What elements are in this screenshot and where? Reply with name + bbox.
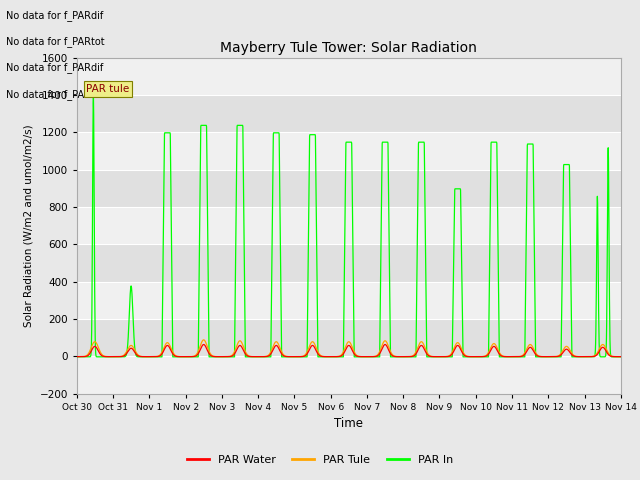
Text: No data for f_PARdif: No data for f_PARdif [6, 62, 104, 73]
Bar [77, 169, 621, 207]
X-axis label: Time: Time [334, 417, 364, 430]
Text: No data for f_PARtot: No data for f_PARtot [6, 36, 105, 47]
Bar [77, 244, 621, 282]
Bar [77, 207, 621, 244]
Title: Mayberry Tule Tower: Solar Radiation: Mayberry Tule Tower: Solar Radiation [220, 41, 477, 55]
Bar [77, 95, 621, 132]
Text: PAR tule: PAR tule [86, 84, 130, 94]
Bar [77, 282, 621, 319]
Text: No data for f_PARtot: No data for f_PARtot [6, 89, 105, 100]
Legend: PAR Water, PAR Tule, PAR In: PAR Water, PAR Tule, PAR In [182, 451, 458, 469]
Bar [77, 319, 621, 356]
Bar [77, 58, 621, 95]
Text: No data for f_PARdif: No data for f_PARdif [6, 10, 104, 21]
Bar [77, 132, 621, 169]
Bar [77, 356, 621, 394]
Y-axis label: Solar Radiation (W/m2 and umol/m2/s): Solar Radiation (W/m2 and umol/m2/s) [24, 124, 34, 327]
